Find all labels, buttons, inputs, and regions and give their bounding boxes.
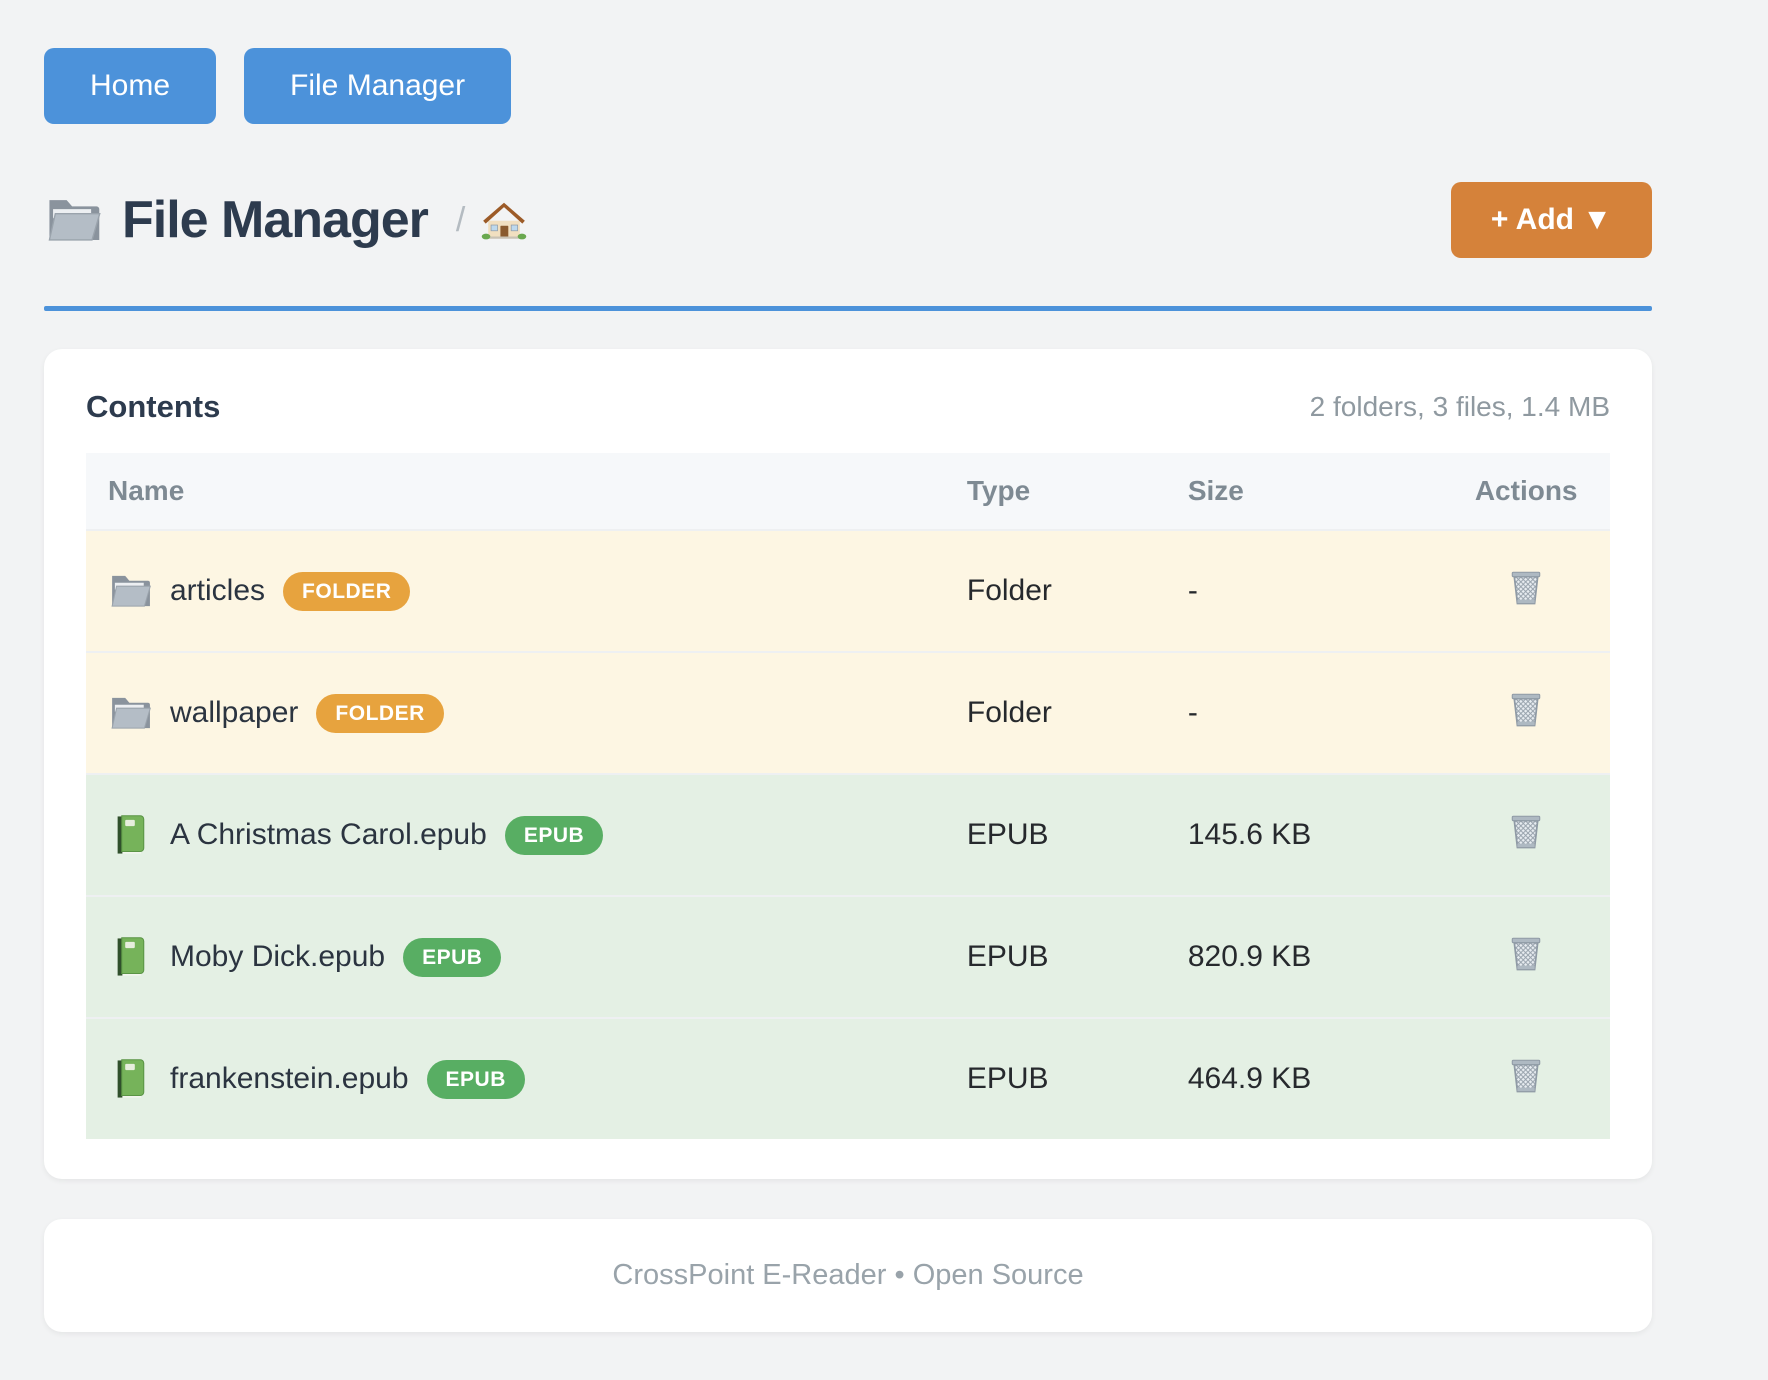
trash-icon — [1504, 686, 1548, 732]
size-cell: 464.9 KB — [1187, 1062, 1312, 1095]
delete-button[interactable] — [1504, 1052, 1548, 1098]
column-header-name: Name — [86, 453, 967, 530]
add-button[interactable]: + Add ▼ — [1450, 182, 1652, 258]
table-row[interactable]: Moby Dick.epub EPUB EPUB 820.9 KB — [86, 896, 1610, 1018]
type-cell: Folder — [966, 574, 1052, 607]
delete-button[interactable] — [1504, 808, 1548, 854]
table-row[interactable]: frankenstein.epub EPUB EPUB 464.9 KB — [86, 1018, 1610, 1139]
nav-home-button[interactable]: Home — [44, 48, 217, 124]
footer: CrossPoint E-Reader • Open Source — [44, 1219, 1652, 1332]
file-name[interactable]: A Christmas Carol.epub — [170, 818, 487, 851]
delete-button[interactable] — [1504, 930, 1548, 976]
contents-card-header: Contents 2 folders, 3 files, 1.4 MB — [86, 389, 1610, 425]
type-badge: FOLDER — [283, 571, 411, 611]
trash-icon — [1504, 1052, 1548, 1098]
nav-file-manager-button[interactable]: File Manager — [244, 48, 512, 124]
book-icon — [108, 935, 152, 979]
contents-summary: 2 folders, 3 files, 1.4 MB — [1309, 391, 1610, 422]
folder-icon — [108, 691, 152, 735]
table-row[interactable]: articles FOLDER Folder - — [86, 530, 1610, 652]
file-table: Name Type Size Actions articles FOLDER F… — [86, 453, 1610, 1139]
trash-icon — [1504, 564, 1548, 610]
delete-button[interactable] — [1504, 564, 1548, 610]
table-row[interactable]: A Christmas Carol.epub EPUB EPUB 145.6 K… — [86, 774, 1610, 896]
column-header-size: Size — [1187, 453, 1443, 530]
page-header: File Manager / + Add ▼ — [44, 182, 1652, 258]
type-cell: Folder — [966, 696, 1052, 729]
house-icon[interactable] — [481, 197, 527, 243]
type-cell: EPUB — [966, 1062, 1049, 1095]
type-badge: FOLDER — [316, 693, 444, 733]
type-cell: EPUB — [966, 940, 1049, 973]
file-name[interactable]: articles — [170, 574, 266, 607]
contents-card: Contents 2 folders, 3 files, 1.4 MB Name… — [44, 349, 1652, 1179]
file-name[interactable]: wallpaper — [170, 696, 299, 729]
contents-heading: Contents — [86, 389, 221, 424]
delete-button[interactable] — [1504, 686, 1548, 732]
file-name[interactable]: Moby Dick.epub — [170, 940, 386, 973]
breadcrumb: / — [456, 197, 527, 243]
column-header-type: Type — [966, 453, 1188, 530]
file-table-body: articles FOLDER Folder - wallpaper FOLDE… — [86, 530, 1610, 1139]
size-cell: 145.6 KB — [1187, 818, 1312, 851]
page: Home File Manager File Manager / + Add ▼… — [44, 0, 1652, 1332]
top-navigation: Home File Manager — [44, 0, 1652, 124]
book-icon — [108, 813, 152, 857]
trash-icon — [1504, 930, 1548, 976]
size-cell: - — [1187, 696, 1198, 729]
page-title: File Manager — [122, 191, 429, 249]
footer-text: CrossPoint E-Reader • Open Source — [612, 1259, 1084, 1291]
type-badge: EPUB — [504, 815, 604, 855]
folder-icon — [44, 191, 102, 249]
size-cell: 820.9 KB — [1187, 940, 1312, 973]
type-badge: EPUB — [426, 1059, 525, 1099]
size-cell: - — [1187, 574, 1198, 607]
trash-icon — [1504, 808, 1548, 854]
table-row[interactable]: wallpaper FOLDER Folder - — [86, 652, 1610, 774]
title-group: File Manager / — [44, 190, 527, 250]
folder-icon — [108, 569, 152, 613]
type-cell: EPUB — [966, 818, 1049, 851]
type-badge: EPUB — [403, 937, 502, 977]
title-divider — [44, 306, 1652, 311]
book-icon — [108, 1057, 152, 1101]
column-header-actions: Actions — [1442, 453, 1610, 530]
breadcrumb-separator: / — [455, 200, 466, 239]
file-table-header: Name Type Size Actions — [86, 453, 1610, 530]
file-name[interactable]: frankenstein.epub — [170, 1062, 409, 1095]
